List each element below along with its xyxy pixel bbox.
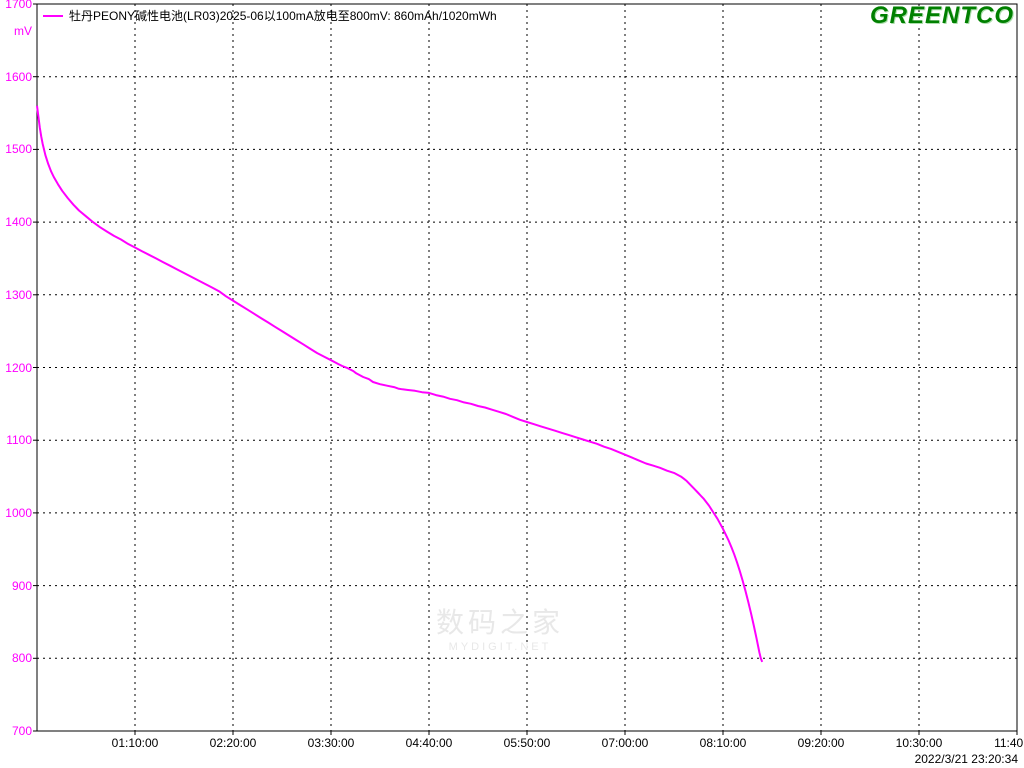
timestamp: 2022/3/21 23:20:34 (915, 752, 1018, 766)
legend-text: 牡丹PEONY碱性电池(LR03)2025-06以100mA放电至800mV: … (69, 7, 497, 24)
chart-container: mV 牡丹PEONY碱性电池(LR03)2025-06以100mA放电至800m… (0, 0, 1024, 768)
y-tick-label: 900 (12, 579, 32, 593)
y-tick-label: 1100 (6, 433, 32, 447)
y-tick-label: 1300 (5, 288, 32, 302)
x-tick-label: 04:40:00 (406, 736, 453, 750)
x-tick-label: 07:00:00 (602, 736, 649, 750)
discharge-curve (37, 106, 762, 662)
y-axis-unit: mV (14, 24, 32, 38)
x-tick-label: 10:30:00 (896, 736, 943, 750)
x-tick-label: 02:20:00 (210, 736, 257, 750)
chart-svg (0, 0, 1024, 768)
x-tick-label: 09:20:00 (798, 736, 845, 750)
y-tick-label: 1700 (5, 0, 32, 11)
x-tick-label: 11:40:00 (994, 736, 1024, 750)
x-tick-label: 01:10:00 (112, 736, 159, 750)
brand-logo: GREENTCO (870, 2, 1014, 30)
y-tick-label: 1400 (5, 215, 32, 229)
legend-swatch (43, 15, 63, 17)
x-tick-label: 03:30:00 (308, 736, 355, 750)
y-tick-label: 1600 (5, 70, 32, 84)
y-tick-label: 1000 (5, 506, 32, 520)
x-tick-label: 08:10:00 (700, 736, 747, 750)
x-tick-label: 05:50:00 (504, 736, 551, 750)
y-tick-label: 1500 (5, 142, 32, 156)
chart-legend: 牡丹PEONY碱性电池(LR03)2025-06以100mA放电至800mV: … (43, 7, 497, 24)
y-tick-label: 1200 (5, 361, 32, 375)
y-tick-label: 700 (12, 724, 32, 738)
y-tick-label: 800 (12, 651, 32, 665)
